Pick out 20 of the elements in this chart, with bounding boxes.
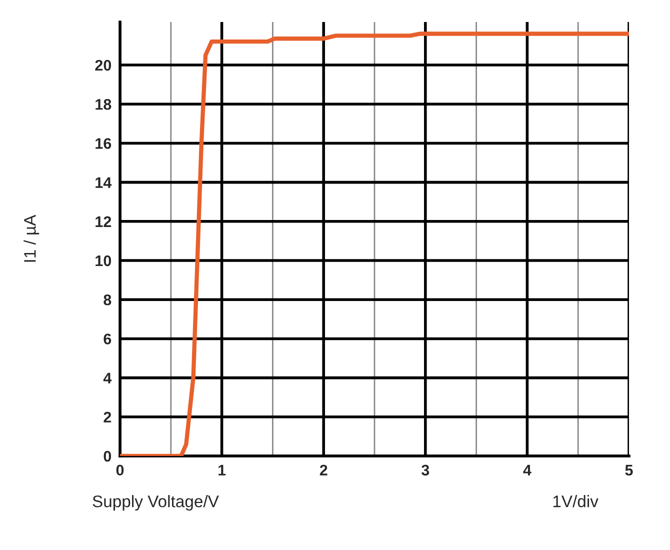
x-tick-label: 0	[116, 464, 124, 476]
y-axis-title: I1 / µA	[24, 214, 40, 262]
y-tick-label: 4	[103, 372, 112, 384]
x-tick-label: 1	[218, 464, 226, 476]
y-tick-label: 18	[96, 98, 112, 110]
y-tick-label: 14	[96, 177, 112, 188]
text: 1V/div	[553, 495, 598, 508]
x-axis-title: Supply Voltage/V	[92, 495, 219, 511]
x-tick-label: 3	[422, 464, 430, 476]
y-tick-label: 12	[96, 216, 112, 227]
x-tick-label: 4	[523, 464, 532, 476]
y-tick-label: 0	[104, 450, 112, 462]
x-tick-label: 2	[320, 464, 328, 476]
y-tick-label: 8	[104, 294, 112, 306]
y-tick-label: 10	[96, 255, 112, 266]
y-tick-label: 20	[95, 60, 112, 71]
y-tick-label: 2	[104, 412, 112, 422]
y-tick-label: 16	[96, 138, 112, 149]
x-tick-label: 5	[625, 464, 633, 476]
y-tick-label: 6	[104, 334, 112, 344]
